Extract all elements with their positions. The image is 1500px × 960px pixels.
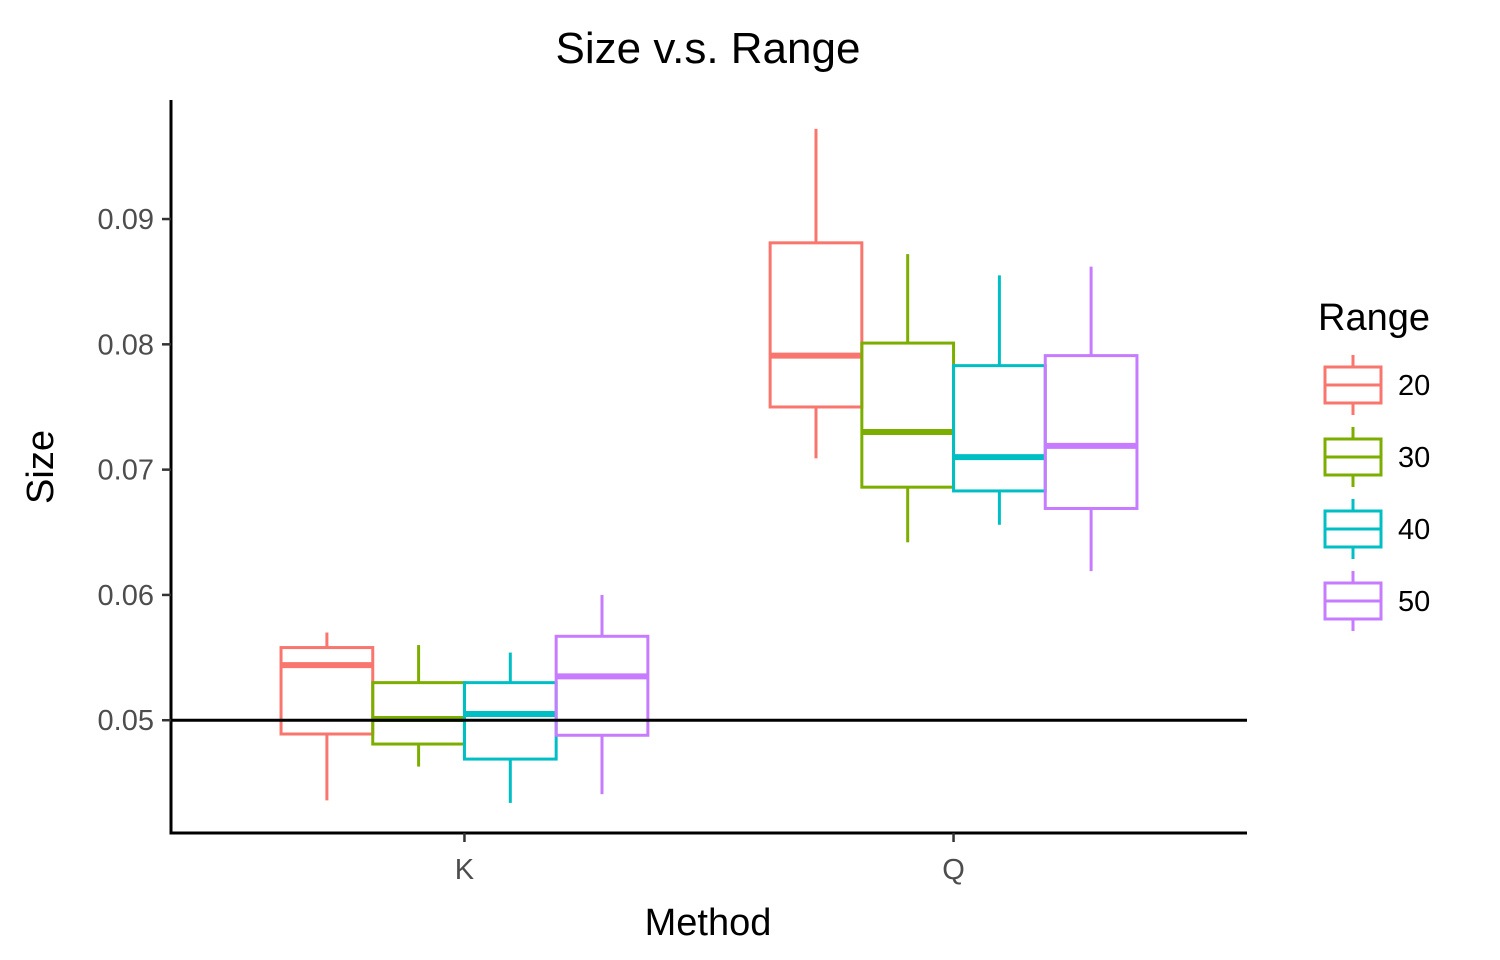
chart-title: Size v.s. Range — [556, 24, 861, 73]
legend-title: Range — [1318, 297, 1430, 339]
box-Q-20 — [768, 128, 864, 459]
y-axis-ticks: 0.05 0.06 0.07 0.08 0.09 — [98, 204, 171, 737]
y-tick-label: 0.07 — [98, 455, 154, 487]
box-Q-50 — [1043, 266, 1139, 572]
x-tick-label: Q — [942, 854, 965, 886]
box-Q-30 — [860, 254, 956, 543]
box-K-50 — [554, 594, 650, 795]
legend-label: 40 — [1398, 514, 1430, 546]
y-tick-label: 0.08 — [98, 329, 154, 361]
legend-item-20: 20 — [1323, 355, 1430, 415]
box-Q-40 — [952, 275, 1047, 525]
y-tick-label: 0.09 — [98, 204, 154, 236]
y-tick-label: 0.06 — [98, 580, 154, 612]
iqr-box — [768, 241, 864, 409]
legend-item-50: 50 — [1323, 571, 1430, 631]
iqr-box — [371, 681, 466, 746]
box-K-40 — [462, 652, 558, 803]
iqr-box — [860, 341, 956, 489]
x-tick-label: K — [455, 854, 475, 886]
legend-label: 30 — [1398, 442, 1430, 474]
x-axis-title: Method — [645, 902, 772, 944]
y-tick-label: 0.05 — [98, 705, 154, 737]
legend: Range 20 30 40 50 — [1318, 297, 1430, 631]
box-K-30 — [371, 645, 466, 767]
legend-item-40: 40 — [1323, 499, 1430, 559]
plot-area — [171, 128, 1247, 803]
y-axis-title: Size — [20, 430, 62, 504]
legend-label: 20 — [1398, 370, 1430, 402]
iqr-box — [952, 364, 1047, 493]
iqr-box — [554, 634, 650, 737]
iqr-box — [1043, 354, 1139, 510]
legend-item-30: 30 — [1323, 427, 1430, 487]
legend-label: 50 — [1398, 586, 1430, 618]
box-K-20 — [279, 632, 375, 801]
